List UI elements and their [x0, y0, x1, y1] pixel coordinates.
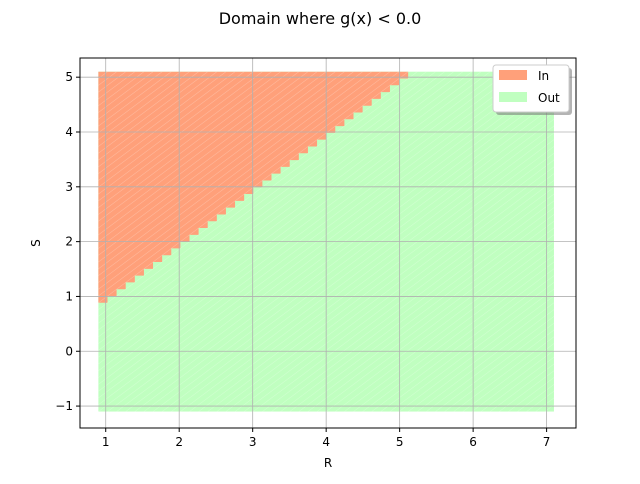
y-tick-label: 2 — [65, 235, 73, 249]
legend-swatch-out — [499, 92, 527, 102]
plot-frame — [79, 57, 577, 429]
x-axis: 1 2 3 4 5 6 7 — [102, 428, 551, 449]
legend: In Out — [492, 64, 572, 115]
legend-label-out: Out — [538, 91, 560, 105]
chart-title: Domain where g(x) < 0.0 — [219, 9, 422, 28]
x-tick-label: 6 — [469, 435, 477, 449]
y-axis: −1 0 1 2 3 4 5 — [55, 70, 80, 413]
x-tick-label: 4 — [322, 435, 330, 449]
legend-label-in: In — [538, 69, 549, 83]
y-axis-label: S — [29, 239, 43, 247]
x-tick-label: 7 — [543, 435, 551, 449]
x-tick-label: 1 — [102, 435, 110, 449]
grid — [80, 58, 576, 428]
y-tick-label: 4 — [65, 125, 73, 139]
x-tick-label: 2 — [175, 435, 183, 449]
y-tick-label: 3 — [65, 180, 73, 194]
y-tick-label: 5 — [65, 70, 73, 84]
x-tick-label: 3 — [249, 435, 257, 449]
x-tick-label: 5 — [396, 435, 404, 449]
x-axis-label: R — [324, 456, 332, 470]
region-in — [98, 71, 409, 303]
y-tick-label: −1 — [55, 399, 73, 413]
legend-swatch-in — [499, 70, 527, 80]
y-tick-label: 0 — [65, 344, 73, 358]
y-tick-label: 1 — [65, 289, 73, 303]
